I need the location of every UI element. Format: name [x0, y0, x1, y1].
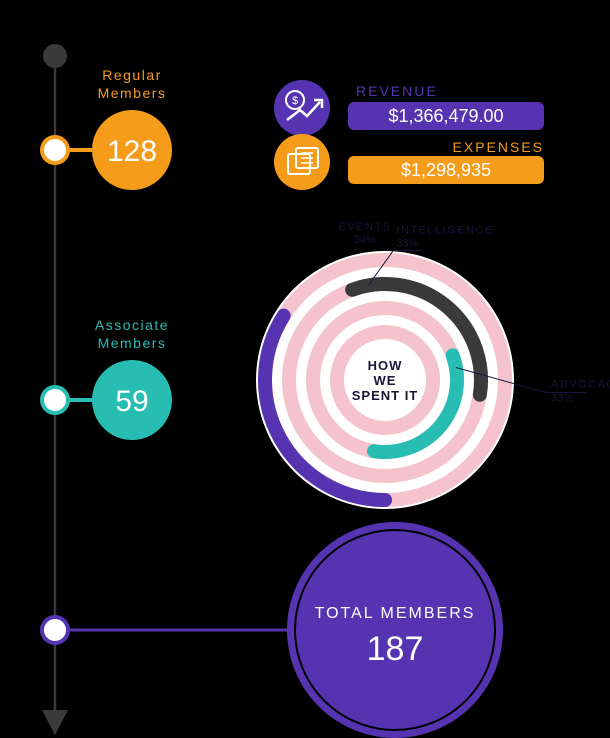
total-value: 187 [367, 630, 424, 668]
regular-label2: Members [98, 85, 167, 101]
associate-value: 59 [115, 385, 148, 418]
regular-value: 128 [107, 135, 157, 168]
revenue-icon: $ [274, 80, 330, 136]
label-advocacy: ADVOCACY [551, 378, 610, 390]
expenses-value: $1,298,935 [401, 160, 491, 180]
associate-node: Associate Members 59 [42, 317, 172, 440]
radial-center-3: SPENT IT [352, 388, 419, 403]
associate-label1: Associate [95, 317, 169, 333]
revenue-label: REVENUE [356, 83, 438, 99]
svg-text:$: $ [292, 95, 298, 107]
associate-label2: Members [98, 335, 167, 351]
regular-label1: Regular [102, 67, 162, 83]
radial-chart: HOWWESPENT ITEVENTS34%INTELLIGENCE33%ADV… [256, 221, 610, 509]
total-node: TOTAL MEMBERS 187 [42, 522, 503, 738]
label-intelligence: INTELLIGENCE [396, 224, 493, 236]
pct-events: 34% [354, 234, 376, 246]
timeline-arrow [42, 710, 68, 735]
radial-center-1: HOW [368, 358, 403, 373]
pct-advocacy: 33% [551, 392, 573, 404]
timeline-top-dot [43, 44, 67, 68]
regular-node: Regular Members 128 [42, 67, 172, 190]
expenses-icon [274, 134, 330, 190]
radial-center-2: WE [374, 373, 397, 388]
expenses-label: EXPENSES [453, 139, 544, 155]
total-label: TOTAL MEMBERS [315, 605, 476, 622]
pct-intelligence: 33% [396, 237, 418, 249]
revenue-value: $1,366,479.00 [388, 106, 503, 126]
label-events: EVENTS [338, 221, 391, 233]
